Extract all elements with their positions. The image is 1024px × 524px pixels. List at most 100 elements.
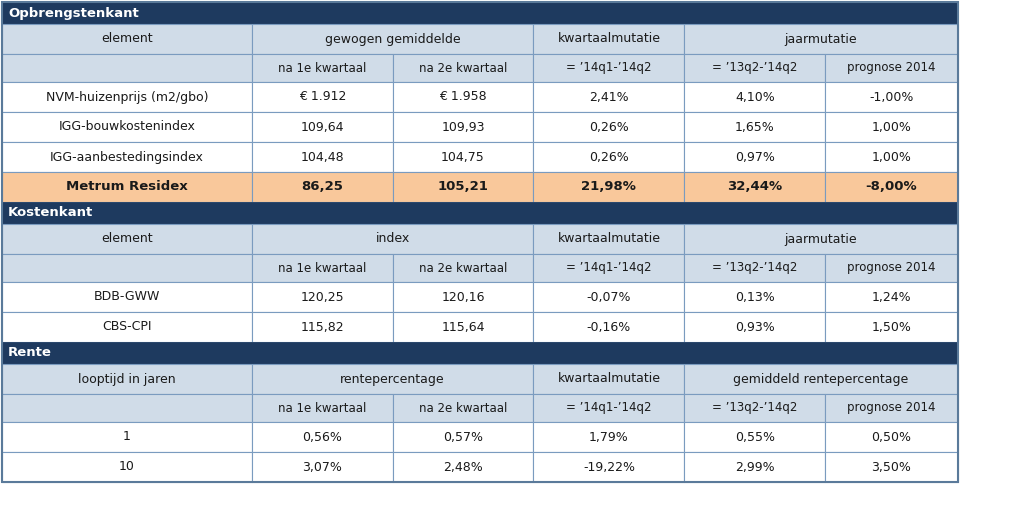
Bar bbox=[534, 312, 684, 342]
Bar bbox=[684, 282, 825, 312]
Text: CBS-CPI: CBS-CPI bbox=[102, 321, 152, 333]
Bar bbox=[825, 142, 957, 172]
Bar bbox=[2, 82, 252, 112]
Text: gemiddeld rentepercentage: gemiddeld rentepercentage bbox=[733, 373, 908, 386]
Text: 0,55%: 0,55% bbox=[735, 431, 775, 443]
Text: 104,48: 104,48 bbox=[300, 150, 344, 163]
Bar bbox=[2, 312, 252, 342]
Text: 10: 10 bbox=[119, 461, 135, 474]
Text: = ’13q2-’14q2: = ’13q2-’14q2 bbox=[712, 61, 798, 74]
Bar bbox=[252, 394, 392, 422]
Text: 3,07%: 3,07% bbox=[302, 461, 342, 474]
Text: 120,25: 120,25 bbox=[300, 290, 344, 303]
Bar bbox=[252, 364, 534, 394]
Text: na 2e kwartaal: na 2e kwartaal bbox=[419, 261, 507, 275]
Text: NVM-huizenprijs (m2/gbo): NVM-huizenprijs (m2/gbo) bbox=[46, 91, 208, 104]
Text: 2,41%: 2,41% bbox=[589, 91, 629, 104]
Bar bbox=[684, 422, 825, 452]
Bar bbox=[2, 224, 252, 254]
Text: 1,24%: 1,24% bbox=[871, 290, 911, 303]
Text: -8,00%: -8,00% bbox=[865, 180, 918, 193]
Text: 0,56%: 0,56% bbox=[302, 431, 342, 443]
Bar bbox=[684, 224, 957, 254]
Text: 2,48%: 2,48% bbox=[443, 461, 483, 474]
Bar bbox=[392, 452, 534, 482]
Text: 0,97%: 0,97% bbox=[735, 150, 775, 163]
Bar bbox=[252, 312, 392, 342]
Bar bbox=[252, 254, 392, 282]
Bar bbox=[2, 394, 252, 422]
Bar bbox=[2, 2, 957, 24]
Text: 0,13%: 0,13% bbox=[735, 290, 774, 303]
Bar bbox=[825, 422, 957, 452]
Bar bbox=[825, 112, 957, 142]
Bar bbox=[2, 364, 252, 394]
Bar bbox=[392, 254, 534, 282]
Text: 104,75: 104,75 bbox=[441, 150, 485, 163]
Text: 0,57%: 0,57% bbox=[443, 431, 483, 443]
Text: = ’14q1-’14q2: = ’14q1-’14q2 bbox=[566, 261, 651, 275]
Bar bbox=[684, 394, 825, 422]
Text: 32,44%: 32,44% bbox=[727, 180, 782, 193]
Bar bbox=[392, 82, 534, 112]
Text: 115,64: 115,64 bbox=[441, 321, 484, 333]
Text: 0,93%: 0,93% bbox=[735, 321, 774, 333]
Bar bbox=[825, 82, 957, 112]
Text: -0,07%: -0,07% bbox=[587, 290, 631, 303]
Text: 0,26%: 0,26% bbox=[589, 121, 629, 134]
Text: na 1e kwartaal: na 1e kwartaal bbox=[279, 61, 367, 74]
Bar bbox=[534, 452, 684, 482]
Bar bbox=[684, 364, 957, 394]
Bar bbox=[2, 112, 252, 142]
Bar bbox=[252, 24, 534, 54]
Bar bbox=[2, 24, 252, 54]
Bar bbox=[392, 54, 534, 82]
Bar bbox=[252, 422, 392, 452]
Bar bbox=[534, 142, 684, 172]
Text: kwartaalmutatie: kwartaalmutatie bbox=[557, 32, 660, 46]
Text: 1,50%: 1,50% bbox=[871, 321, 911, 333]
Bar bbox=[252, 282, 392, 312]
Bar bbox=[684, 24, 957, 54]
Bar bbox=[684, 82, 825, 112]
Bar bbox=[2, 452, 252, 482]
Text: € 1.958: € 1.958 bbox=[439, 91, 486, 104]
Text: 0,50%: 0,50% bbox=[871, 431, 911, 443]
Bar bbox=[825, 312, 957, 342]
Text: BDB-GWW: BDB-GWW bbox=[94, 290, 160, 303]
Text: 1,79%: 1,79% bbox=[589, 431, 629, 443]
Text: 2,99%: 2,99% bbox=[735, 461, 774, 474]
Bar bbox=[534, 282, 684, 312]
Bar bbox=[392, 112, 534, 142]
Text: looptijd in jaren: looptijd in jaren bbox=[78, 373, 176, 386]
Bar bbox=[252, 142, 392, 172]
Text: Kostenkant: Kostenkant bbox=[8, 206, 93, 220]
Bar bbox=[534, 224, 684, 254]
Text: 109,64: 109,64 bbox=[300, 121, 344, 134]
Text: Rente: Rente bbox=[8, 346, 52, 359]
Bar bbox=[252, 452, 392, 482]
Bar bbox=[684, 452, 825, 482]
Text: 3,50%: 3,50% bbox=[871, 461, 911, 474]
Bar bbox=[252, 172, 392, 202]
Text: kwartaalmutatie: kwartaalmutatie bbox=[557, 373, 660, 386]
Bar bbox=[534, 254, 684, 282]
Bar bbox=[534, 112, 684, 142]
Text: = ’13q2-’14q2: = ’13q2-’14q2 bbox=[712, 401, 798, 414]
Text: 21,98%: 21,98% bbox=[582, 180, 636, 193]
Text: 120,16: 120,16 bbox=[441, 290, 484, 303]
Text: jaarmutatie: jaarmutatie bbox=[784, 233, 857, 246]
Bar bbox=[252, 54, 392, 82]
Text: na 1e kwartaal: na 1e kwartaal bbox=[279, 261, 367, 275]
Text: -0,16%: -0,16% bbox=[587, 321, 631, 333]
Text: index: index bbox=[376, 233, 410, 246]
Bar bbox=[2, 54, 252, 82]
Text: € 1.912: € 1.912 bbox=[299, 91, 346, 104]
Text: na 1e kwartaal: na 1e kwartaal bbox=[279, 401, 367, 414]
Bar bbox=[684, 312, 825, 342]
Text: element: element bbox=[101, 233, 153, 246]
Text: = ’14q1-’14q2: = ’14q1-’14q2 bbox=[566, 61, 651, 74]
Bar bbox=[825, 54, 957, 82]
Bar bbox=[392, 394, 534, 422]
Text: 109,93: 109,93 bbox=[441, 121, 484, 134]
